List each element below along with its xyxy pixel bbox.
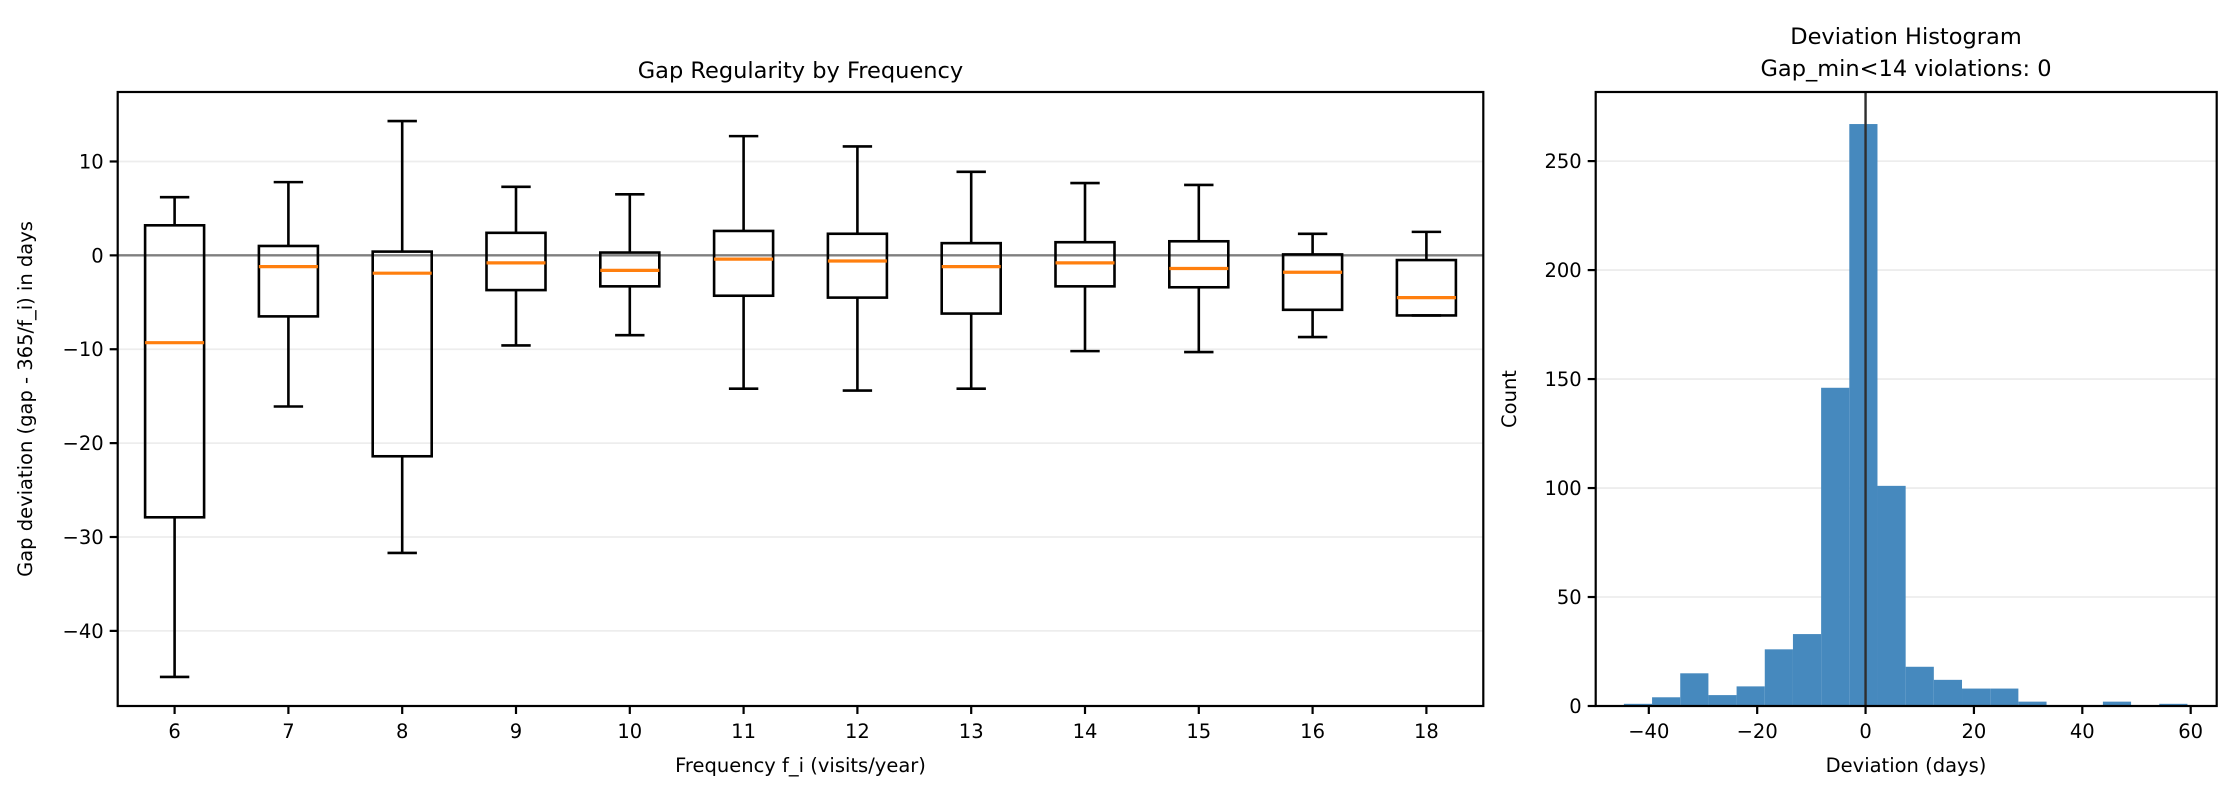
histogram-axes: −40 −20 0 20 40 60 0 50 100 150 200 250 bbox=[1544, 90, 2218, 743]
histogram-bar bbox=[1962, 688, 1991, 706]
box-rect bbox=[1281, 253, 1344, 312]
histogram-xlabel: Deviation (days) bbox=[1826, 754, 1987, 777]
box-11 bbox=[712, 134, 775, 390]
x-tick-label: 6 bbox=[168, 720, 180, 743]
x-tick-label: 13 bbox=[959, 720, 984, 743]
histogram-bar bbox=[1764, 649, 1793, 706]
box-rect bbox=[1395, 258, 1458, 317]
x-tick-label: 12 bbox=[845, 720, 870, 743]
histogram-bar bbox=[1792, 634, 1822, 706]
y-tick-label: 100 bbox=[1544, 477, 1581, 500]
histogram-chart: −40 −20 0 20 40 60 0 50 100 150 200 250 Deviation H… bbox=[1498, 24, 2218, 777]
boxplot-ylabel: Gap deviation (gap - 365/f_i) in days bbox=[14, 221, 37, 577]
histogram-bar bbox=[1877, 485, 1906, 706]
x-tick-label: 60 bbox=[2178, 720, 2203, 743]
y-tick-label: 0 bbox=[91, 244, 103, 267]
x-tick-label: −40 bbox=[1628, 720, 1669, 743]
histogram-bar bbox=[1905, 666, 1934, 706]
box-rect bbox=[143, 224, 206, 519]
x-tick-label: 11 bbox=[731, 720, 756, 743]
box-rect bbox=[257, 244, 320, 318]
histogram-bar bbox=[1821, 387, 1850, 706]
histogram-content bbox=[1623, 92, 2188, 706]
x-tick-label: 16 bbox=[1300, 720, 1325, 743]
box-6 bbox=[143, 195, 206, 679]
x-tick-label: 20 bbox=[1962, 720, 1987, 743]
histogram-bar bbox=[2102, 701, 2132, 706]
histogram-bar bbox=[1736, 686, 1765, 706]
histogram-gridlines bbox=[1595, 160, 2217, 707]
histogram-title-line2: Gap_min<14 violations: 0 bbox=[1760, 56, 2051, 82]
box-13 bbox=[940, 170, 1003, 390]
x-tick-label: 18 bbox=[1414, 720, 1439, 743]
histogram-bar bbox=[2018, 701, 2047, 706]
histogram-bar bbox=[1652, 697, 1681, 706]
x-tick-label: 8 bbox=[396, 720, 408, 743]
y-tick-label: −10 bbox=[63, 338, 104, 361]
x-tick-label: 14 bbox=[1073, 720, 1098, 743]
boxplot-gridlines bbox=[117, 160, 1484, 632]
boxplot-chart: 6 7 8 9 10 11 12 13 14 15 16 18 10 0 −10 −20 −30 −40 Gap … bbox=[14, 58, 1485, 777]
y-tick-label: 50 bbox=[1557, 586, 1582, 609]
x-tick-label: 0 bbox=[1859, 720, 1871, 743]
histogram-bar bbox=[1849, 124, 1878, 706]
boxplot-title: Gap Regularity by Frequency bbox=[638, 58, 963, 84]
box-12 bbox=[826, 145, 889, 392]
box-15 bbox=[1168, 183, 1230, 354]
histogram-bar bbox=[1708, 695, 1737, 706]
histogram-title-line1: Deviation Histogram bbox=[1790, 24, 2022, 50]
histogram-bar bbox=[1933, 679, 1963, 706]
x-tick-label: 7 bbox=[282, 720, 294, 743]
axes-spine bbox=[116, 90, 1485, 708]
box-9 bbox=[485, 185, 547, 347]
box-14 bbox=[1054, 181, 1116, 353]
boxplot-xlabel: Frequency f_i (visits/year) bbox=[675, 754, 926, 777]
box-rect bbox=[371, 250, 434, 458]
x-tick-label: 9 bbox=[510, 720, 522, 743]
y-tick-label: −30 bbox=[63, 526, 104, 549]
box-7 bbox=[257, 180, 320, 408]
histogram-bar bbox=[1680, 673, 1709, 706]
y-tick-label: 10 bbox=[79, 150, 104, 173]
y-tick-label: 200 bbox=[1544, 259, 1581, 282]
box-rect bbox=[826, 232, 889, 299]
x-tick-label: 10 bbox=[617, 720, 642, 743]
boxplot-content bbox=[117, 119, 1484, 679]
box-rect bbox=[1168, 239, 1230, 289]
y-tick-label: 0 bbox=[1569, 695, 1581, 718]
box-10 bbox=[598, 193, 661, 337]
histogram-ylabel: Count bbox=[1498, 370, 1521, 428]
box-8 bbox=[371, 119, 434, 555]
y-tick-label: −20 bbox=[63, 432, 104, 455]
x-tick-label: −20 bbox=[1737, 720, 1778, 743]
box-rect bbox=[940, 241, 1003, 315]
x-tick-label: 15 bbox=[1186, 720, 1211, 743]
y-tick-label: 250 bbox=[1544, 150, 1581, 173]
x-tick-label: 40 bbox=[2070, 720, 2095, 743]
y-tick-label: 150 bbox=[1544, 368, 1581, 391]
histogram-bar bbox=[1990, 688, 2019, 706]
y-tick-label: −40 bbox=[63, 620, 104, 643]
axes-spine bbox=[1594, 90, 2218, 708]
boxplot-axes: 6 7 8 9 10 11 12 13 14 15 16 18 10 0 −10 −20 −30 −40 bbox=[63, 90, 1485, 743]
box-18 bbox=[1395, 230, 1458, 317]
box-16 bbox=[1281, 232, 1344, 339]
box-rect bbox=[712, 229, 775, 298]
